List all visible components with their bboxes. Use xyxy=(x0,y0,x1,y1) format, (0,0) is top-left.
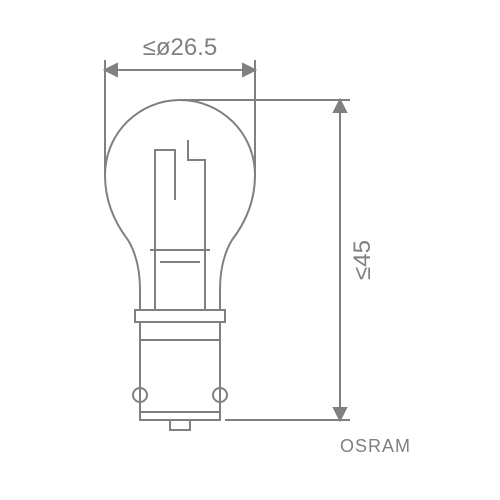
bulb-filament xyxy=(150,140,210,310)
height-dimension-label: ≤45 xyxy=(349,240,376,280)
bulb-glass xyxy=(105,100,255,310)
height-dimension: ≤45 xyxy=(180,100,376,420)
width-dimension: ≤ø26.5 xyxy=(105,34,255,175)
bulb-technical-drawing: .s { stroke: #808080; stroke-width: 2; f… xyxy=(0,0,500,500)
bulb-base xyxy=(133,310,227,430)
width-dimension-label: ≤ø26.5 xyxy=(143,34,218,61)
drawing-svg: .s { stroke: #808080; stroke-width: 2; f… xyxy=(0,0,500,500)
brand-label: OSRAM xyxy=(340,436,411,456)
